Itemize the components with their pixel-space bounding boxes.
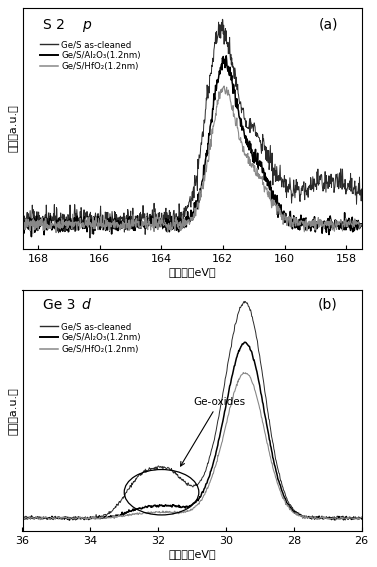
X-axis label: 结合能（eV）: 结合能（eV） xyxy=(168,549,216,558)
Y-axis label: 强度（a.u.）: 强度（a.u.） xyxy=(8,105,18,153)
Y-axis label: 强度（a.u.）: 强度（a.u.） xyxy=(8,387,18,435)
Text: (b): (b) xyxy=(318,298,338,312)
Text: d: d xyxy=(82,298,90,312)
Text: p: p xyxy=(82,18,90,32)
Text: (a): (a) xyxy=(318,18,338,32)
Legend: Ge/S as-cleaned, Ge/S/Al₂O₃(1.2nm), Ge/S/HfO₂(1.2nm): Ge/S as-cleaned, Ge/S/Al₂O₃(1.2nm), Ge/S… xyxy=(37,37,144,75)
X-axis label: 结合能（eV）: 结合能（eV） xyxy=(168,266,216,277)
Text: Ge 3: Ge 3 xyxy=(43,298,75,312)
Text: S 2: S 2 xyxy=(43,18,65,32)
Text: Ge-oxides: Ge-oxides xyxy=(181,396,245,466)
Legend: Ge/S as-cleaned, Ge/S/Al₂O₃(1.2nm), Ge/S/HfO₂(1.2nm): Ge/S as-cleaned, Ge/S/Al₂O₃(1.2nm), Ge/S… xyxy=(37,319,144,357)
